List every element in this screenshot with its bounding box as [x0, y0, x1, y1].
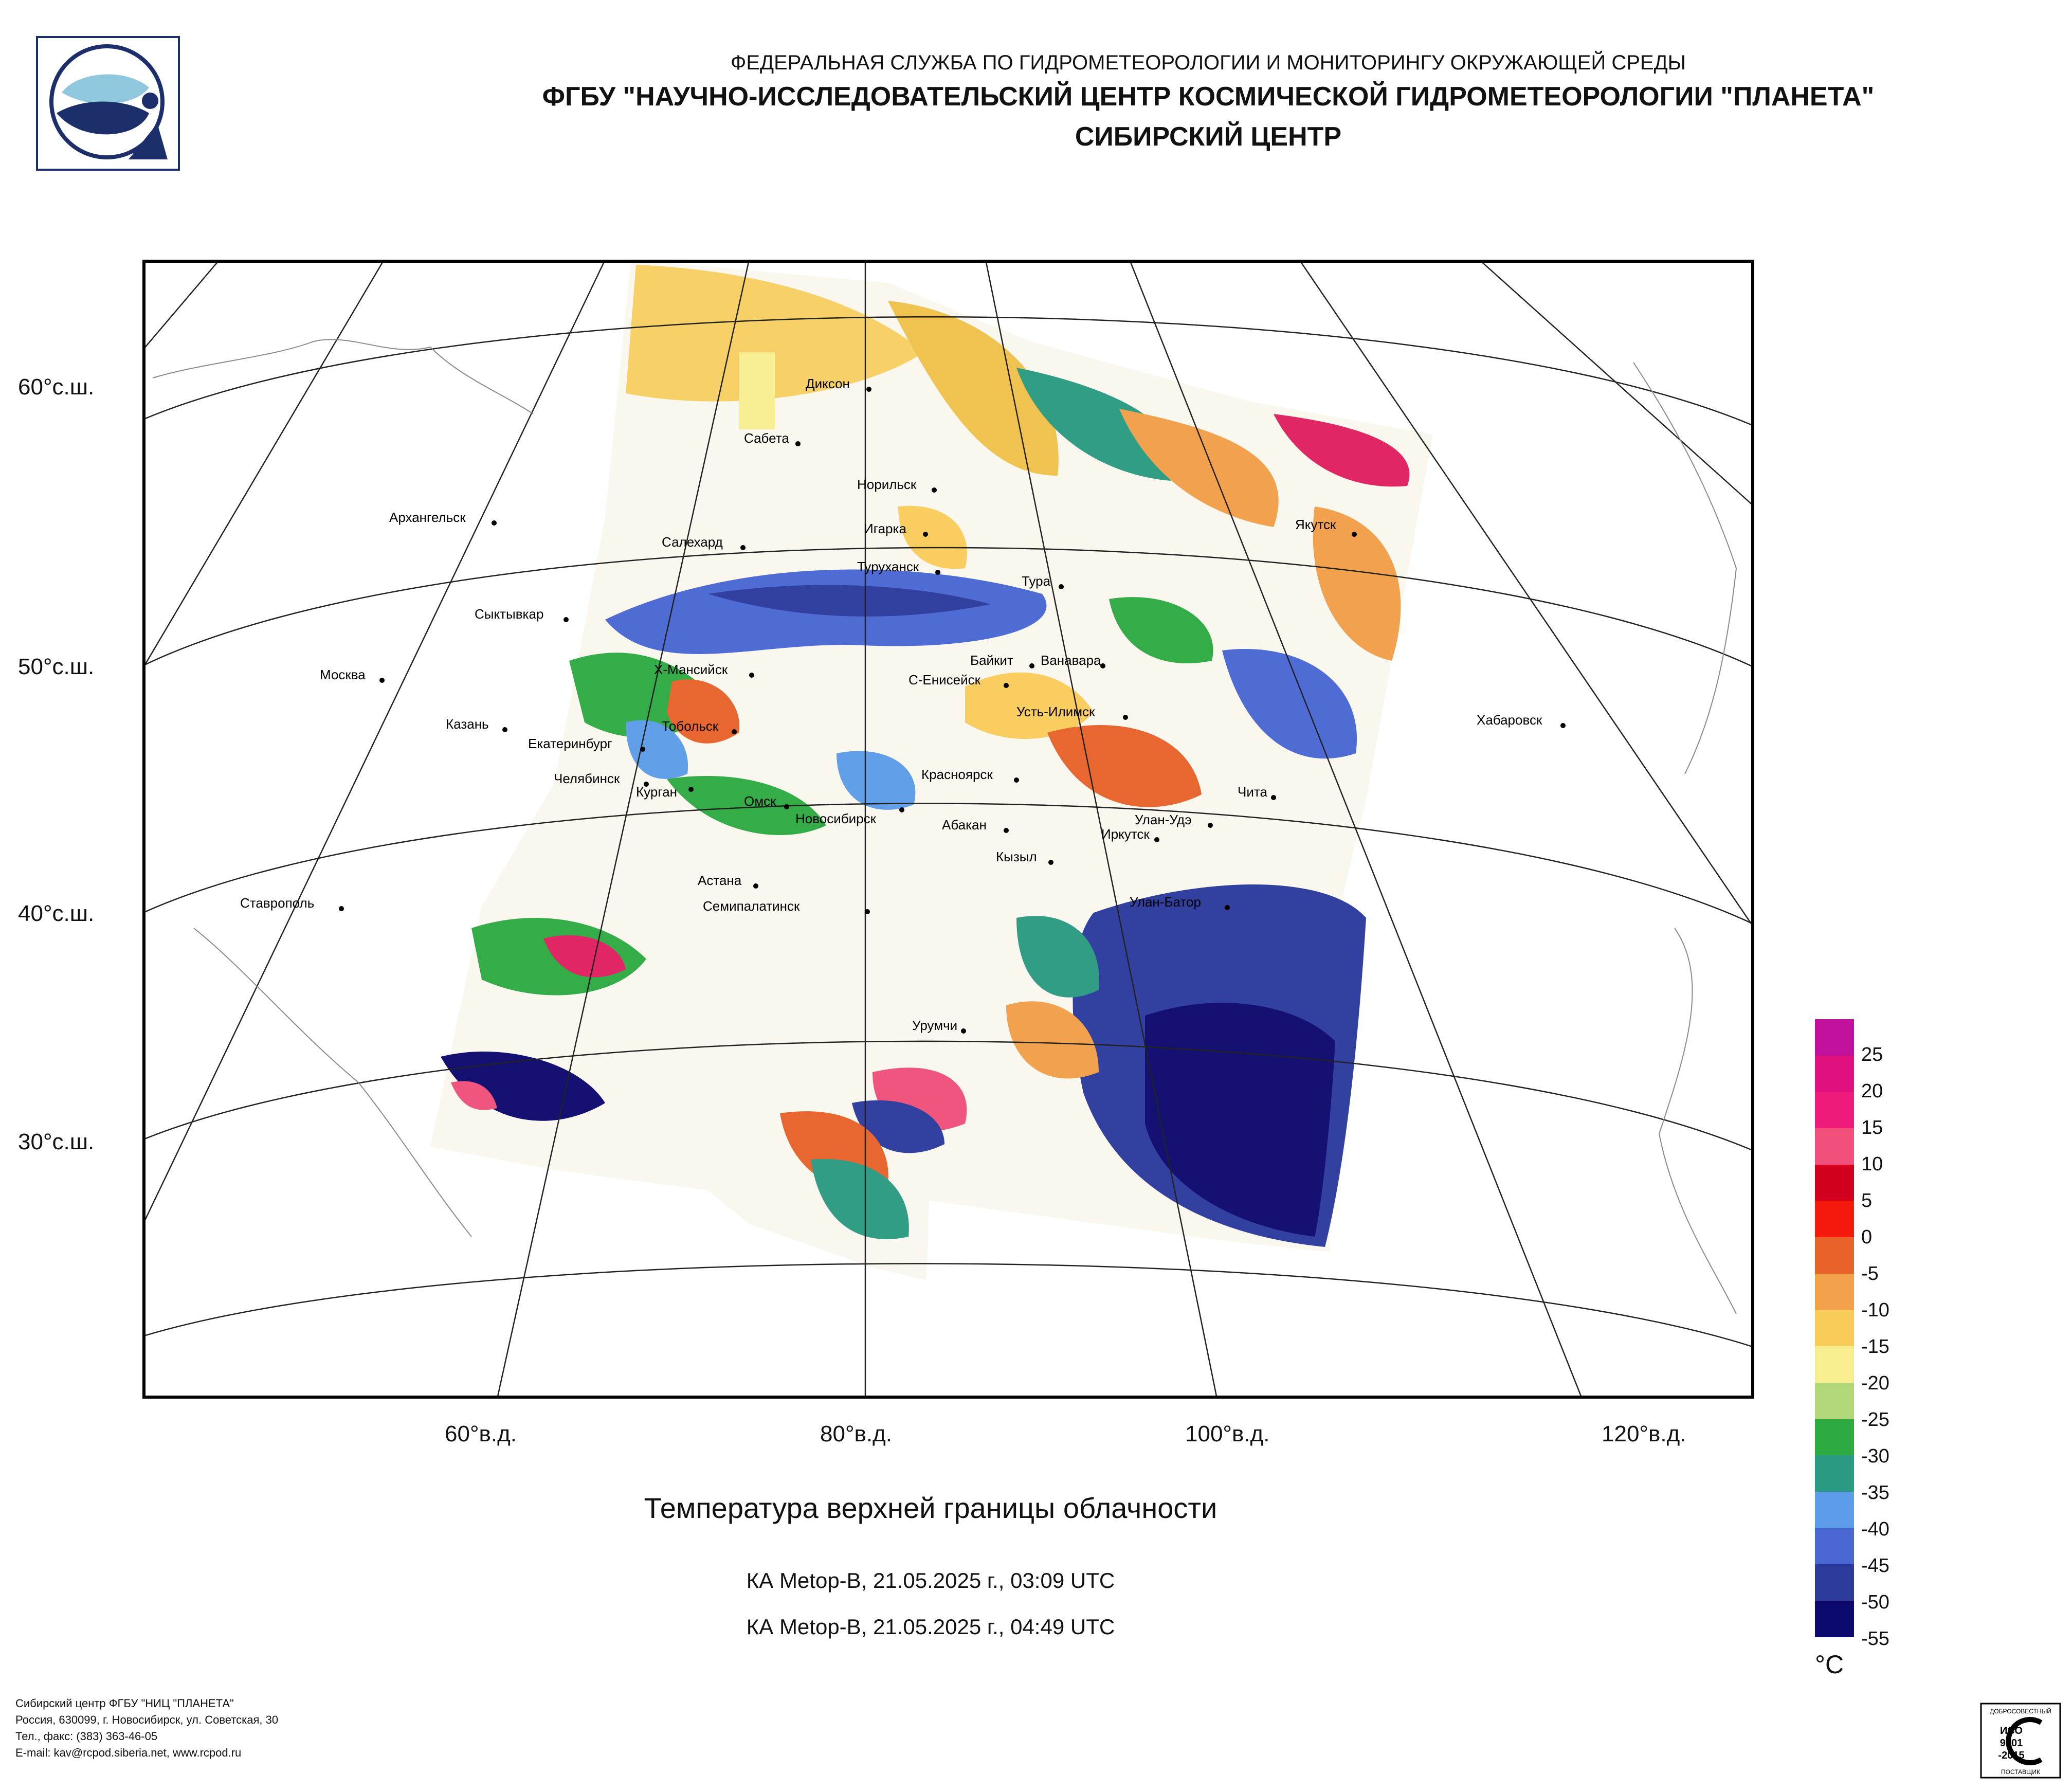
legend-label: 10 — [1861, 1153, 1883, 1175]
city-label: Омск — [744, 793, 776, 809]
lat-label: 50°с.ш. — [18, 654, 95, 679]
city-label: Усть-Илимск — [1016, 704, 1095, 719]
cloud-top-temperature-map: Диксон Сабета Норильск Игарка Салехард Т… — [142, 260, 1754, 1399]
city-label: Архангельск — [389, 510, 466, 525]
legend-swatch — [1815, 1419, 1854, 1456]
city-label: Диксон — [806, 376, 850, 391]
temperature-color-scale — [1815, 1019, 1854, 1642]
graticule — [142, 260, 1754, 1399]
legend-label: -5 — [1861, 1263, 1879, 1285]
lon-label: 60°в.д. — [445, 1421, 517, 1446]
legend-swatch — [1815, 1346, 1854, 1383]
legend-label: -40 — [1861, 1518, 1889, 1540]
city-label: Астана — [698, 873, 742, 888]
legend-label: 5 — [1861, 1190, 1873, 1211]
city-label: Ставрополь — [240, 895, 314, 911]
city-label: Салехард — [662, 534, 723, 550]
city-label: Кызыл — [996, 849, 1037, 864]
city-label: Сабета — [744, 430, 789, 446]
city-label: Новосибирск — [795, 811, 877, 826]
city-label: Игарка — [864, 521, 906, 536]
legend-swatch — [1815, 1128, 1854, 1165]
legend-label: -20 — [1861, 1372, 1889, 1394]
city-label: Тобольск — [662, 718, 719, 734]
satellite-pass-1: КА Metop-B, 21.05.2025 г., 03:09 UTC — [746, 1568, 1115, 1593]
legend-swatch — [1815, 1310, 1854, 1347]
city-label: Абакан — [942, 817, 987, 833]
city-label: Якутск — [1295, 517, 1336, 532]
lon-label: 100°в.д. — [1185, 1421, 1270, 1446]
city-label: Улан-Батор — [1130, 894, 1201, 910]
legend-swatch — [1815, 1092, 1854, 1129]
legend-label: 15 — [1861, 1117, 1883, 1138]
iso-badge-l3: -2015 — [1998, 1750, 2024, 1761]
lat-label: 40°с.ш. — [18, 901, 95, 926]
legend-label: -30 — [1861, 1445, 1889, 1467]
city-label: Курган — [636, 784, 677, 800]
planeta-logo — [36, 36, 180, 171]
city-label: Хабаровск — [1477, 712, 1542, 728]
city-label: Казань — [446, 716, 489, 732]
city-label: Тура — [1022, 573, 1051, 589]
legend-label: -25 — [1861, 1409, 1889, 1431]
legend-swatch — [1815, 1528, 1854, 1565]
footer-email: E-mail: kav@rcpod.siberia.net, www.rcpod… — [15, 1746, 242, 1759]
legend-swatch — [1815, 1237, 1854, 1274]
city-label: Красноярск — [921, 767, 993, 782]
legend-swatch — [1815, 1055, 1854, 1092]
city-label: Ванавара — [1041, 653, 1101, 668]
lat-label: 30°с.ш. — [18, 1129, 95, 1154]
footer-phone: Тел., факс: (383) 363-46-05 — [15, 1730, 158, 1743]
legend-label: -50 — [1861, 1591, 1889, 1613]
header-center: СИБИРСКИЙ ЦЕНТР — [1075, 122, 1342, 152]
satellite-swath — [430, 260, 1433, 1280]
lat-label: 60°с.ш. — [18, 374, 95, 400]
legend-swatch — [1815, 1273, 1854, 1310]
city-label: Урумчи — [912, 1018, 957, 1033]
city-label: Челябинск — [554, 771, 620, 786]
legend-label: -45 — [1861, 1555, 1889, 1577]
lon-label: 80°в.д. — [820, 1421, 893, 1446]
legend-label: -35 — [1861, 1482, 1889, 1504]
city-label: Норильск — [857, 477, 917, 492]
legend-swatch — [1815, 1019, 1854, 1056]
legend-swatch — [1815, 1455, 1854, 1492]
satellite-pass-2: КА Metop-B, 21.05.2025 г., 04:49 UTC — [746, 1615, 1115, 1639]
city-label: Туруханск — [857, 559, 919, 574]
footer-address: Россия, 630099, г. Новосибирск, ул. Сове… — [15, 1713, 279, 1726]
iso-badge-l2: 9001 — [2000, 1738, 2023, 1749]
iso-9001-badge: ДОБРОСОВЕСТНЫЙ ИСО 9001 -2015 ПОСТАВЩИК — [1980, 1703, 2061, 1779]
header-institute: ФГБУ "НАУЧНО-ИССЛЕДОВАТЕЛЬСКИЙ ЦЕНТР КОС… — [542, 82, 1875, 112]
iso-badge-bottom: ПОСТАВЩИК — [2001, 1768, 2040, 1776]
city-label: Байкит — [970, 653, 1013, 668]
legend-label: -55 — [1861, 1628, 1889, 1650]
iso-badge-l1: ИСО — [2000, 1725, 2023, 1736]
city-label: Москва — [320, 667, 366, 682]
city-label: Сыктывкар — [475, 606, 543, 622]
header-agency: ФЕДЕРАЛЬНАЯ СЛУЖБА ПО ГИДРОМЕТЕОРОЛОГИИ … — [730, 51, 1686, 74]
legend-swatch — [1815, 1601, 1854, 1637]
city-label: Х-Мансийск — [654, 662, 728, 677]
legend-swatch — [1815, 1201, 1854, 1238]
legend-swatch — [1815, 1564, 1854, 1601]
legend-label: -15 — [1861, 1336, 1889, 1358]
legend-swatch — [1815, 1382, 1854, 1419]
legend-unit: °C — [1815, 1650, 1844, 1679]
city-label: Семипалатинск — [703, 898, 800, 914]
footer-org: Сибирский центр ФГБУ "НИЦ "ПЛАНЕТА" — [15, 1697, 234, 1710]
legend-label: -10 — [1861, 1299, 1889, 1321]
city-label: Иркутск — [1101, 826, 1150, 842]
lon-label: 120°в.д. — [1602, 1421, 1686, 1446]
city-label: С-Енисейск — [908, 672, 981, 688]
map-title: Температура верхней границы облачности — [644, 1492, 1217, 1524]
legend-label: 0 — [1861, 1226, 1873, 1248]
legend-swatch — [1815, 1491, 1854, 1528]
city-label: Екатеринбург — [528, 736, 612, 751]
city-label: Чита — [1238, 784, 1267, 800]
legend-swatch — [1815, 1164, 1854, 1201]
legend-label: 25 — [1861, 1044, 1883, 1065]
legend-label: 20 — [1861, 1080, 1883, 1102]
city-label: Улан-Удэ — [1135, 812, 1192, 827]
iso-badge-top: ДОБРОСОВЕСТНЫЙ — [1990, 1707, 2051, 1715]
